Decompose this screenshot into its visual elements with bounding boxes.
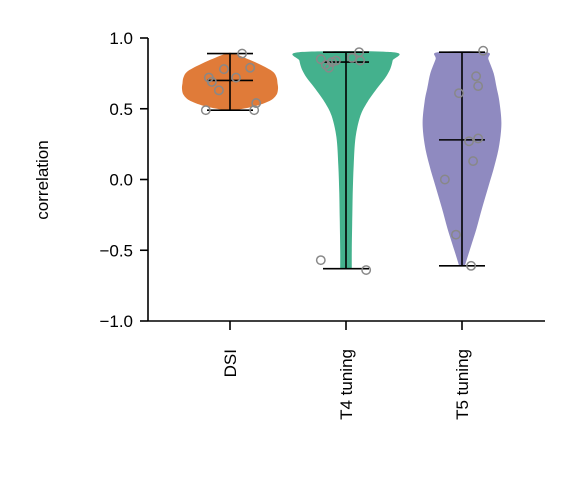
- x-tick-label-dsi: DSI: [221, 349, 240, 377]
- data-point-dsi-6: [219, 64, 229, 75]
- data-points-layer: [200, 45, 489, 276]
- y-tick-label-0: 1.0: [109, 29, 133, 48]
- data-point-dsi-1: [249, 105, 260, 116]
- y-tick-label-3: −0.5: [99, 241, 133, 260]
- y-tick-label-1: 0.5: [109, 100, 133, 119]
- x-tick-label-t4-tuning: T4 tuning: [337, 349, 356, 420]
- data-point-t5-tuning-5: [473, 133, 484, 144]
- data-point-dsi-8: [245, 62, 256, 73]
- data-point-t4-tuning-4: [323, 62, 334, 73]
- data-point-t4-tuning-1: [361, 265, 372, 276]
- data-point-t5-tuning-3: [464, 136, 475, 147]
- data-point-t5-tuning-7: [473, 81, 484, 92]
- data-point-t4-tuning-3: [320, 59, 331, 70]
- data-point-t5-tuning-2: [454, 88, 464, 99]
- data-point-dsi-9: [237, 48, 248, 59]
- data-point-t4-tuning-9: [326, 57, 337, 68]
- data-point-t4-tuning-0: [315, 255, 326, 266]
- data-point-t5-tuning-1: [451, 229, 461, 240]
- data-point-t5-tuning-6: [471, 71, 482, 82]
- data-point-dsi-7: [231, 72, 241, 83]
- data-point-dsi-2: [251, 98, 262, 109]
- data-point-dsi-5: [213, 85, 224, 96]
- y-axis-label: correlation: [33, 140, 52, 219]
- data-point-t4-tuning-2: [315, 54, 326, 65]
- data-point-t5-tuning-4: [468, 156, 479, 167]
- data-point-dsi-0: [200, 105, 211, 116]
- axes-layer: DSI T4 tuning T5 tuning 1.0 0.5 0.0 −0.5 −1.0: [99, 29, 545, 420]
- range-lines-layer: [207, 51, 485, 270]
- y-tick-label-4: −1.0: [99, 312, 133, 331]
- x-tick-label-t5-tuning: T5 tuning: [453, 349, 472, 420]
- y-tick-label-2: 0.0: [109, 171, 133, 190]
- data-point-dsi-4: [206, 76, 217, 87]
- data-point-t4-tuning-8: [355, 55, 366, 66]
- data-point-t5-tuning-0: [439, 174, 450, 185]
- data-point-t5-tuning-9: [478, 45, 489, 56]
- data-point-t5-tuning-8: [466, 260, 477, 271]
